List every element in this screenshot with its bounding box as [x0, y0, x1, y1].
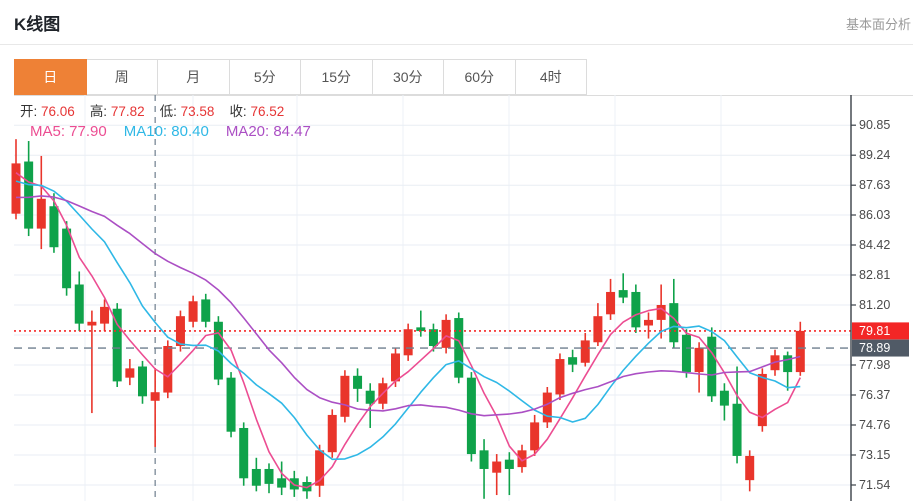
- tab-interval-3[interactable]: 5分: [229, 59, 301, 95]
- candle-body[interactable]: [644, 319, 653, 326]
- page-title: K线图: [14, 15, 61, 34]
- candle-body[interactable]: [454, 318, 464, 378]
- y-tick-label: 84.42: [859, 238, 890, 252]
- tab-interval-7[interactable]: 4时: [515, 59, 587, 95]
- candle-body[interactable]: [669, 303, 679, 343]
- header-divider: [0, 44, 913, 45]
- last-price-badge: [852, 322, 909, 340]
- candle-body[interactable]: [783, 355, 793, 373]
- y-tick-label: 71.54: [859, 478, 890, 492]
- candle-body[interactable]: [631, 291, 641, 328]
- candle-body[interactable]: [745, 455, 755, 481]
- crosshair-price-badge-label: 78.89: [859, 341, 890, 355]
- candle-body[interactable]: [289, 478, 299, 490]
- candle-body[interactable]: [479, 450, 489, 469]
- candle-body[interactable]: [251, 468, 261, 486]
- tab-interval-6[interactable]: 60分: [444, 59, 516, 95]
- candle-body[interactable]: [138, 366, 147, 397]
- candle-body[interactable]: [226, 377, 236, 432]
- tab-interval-4[interactable]: 15分: [301, 59, 373, 95]
- candle-body[interactable]: [757, 373, 767, 427]
- candle-body[interactable]: [466, 377, 476, 455]
- tab-interval-2[interactable]: 月: [158, 59, 230, 95]
- candle-body[interactable]: [201, 299, 211, 322]
- candle-body[interactable]: [732, 403, 742, 456]
- y-tick-label: 74.76: [859, 418, 890, 432]
- y-tick-label: 82.81: [859, 268, 890, 282]
- ma20-line: [15, 195, 801, 417]
- ma10-line: [15, 180, 801, 461]
- candle-body[interactable]: [530, 422, 540, 451]
- crosshair-price-badge: [852, 339, 909, 357]
- candle-body[interactable]: [125, 368, 135, 378]
- candle-body[interactable]: [327, 414, 337, 453]
- y-tick-label: 77.98: [859, 358, 890, 372]
- y-tick-label: 89.24: [859, 148, 890, 162]
- interval-tabs: 日周月 5分 15分 30分 60分 4时: [14, 59, 913, 96]
- candle-body[interactable]: [795, 330, 805, 373]
- candle-body[interactable]: [542, 392, 552, 423]
- candle-body[interactable]: [403, 329, 413, 356]
- kline-chart-area[interactable]: 90.85 89.24 87.63 86.03 84.42 82.81 81.20 77.98…: [0, 95, 913, 501]
- candle-body[interactable]: [441, 319, 451, 348]
- y-tick-label: 81.20: [859, 298, 890, 312]
- candle-body[interactable]: [277, 478, 287, 488]
- candle-body[interactable]: [163, 345, 173, 393]
- candle-body[interactable]: [74, 284, 84, 324]
- tab-interval-5[interactable]: 30分: [372, 59, 444, 95]
- tab-interval-0[interactable]: 日: [14, 59, 87, 95]
- y-tick-label: 87.63: [859, 178, 890, 192]
- candle-body[interactable]: [188, 301, 198, 322]
- y-tick-label: 76.37: [859, 388, 890, 402]
- candle-body[interactable]: [416, 327, 426, 332]
- candlestick-chart[interactable]: 90.85 89.24 87.63 86.03 84.42 82.81 81.20 77.98…: [0, 95, 913, 501]
- y-tick-label: 73.15: [859, 448, 890, 462]
- candle-body[interactable]: [62, 228, 72, 289]
- candle-body[interactable]: [517, 450, 527, 468]
- candle-body[interactable]: [36, 198, 46, 229]
- candle-body[interactable]: [580, 340, 590, 363]
- header: K线图 基本面分析: [0, 0, 913, 44]
- candle-body[interactable]: [112, 308, 122, 382]
- y-tick-label: 86.03: [859, 208, 890, 222]
- candle-body[interactable]: [504, 459, 514, 469]
- candle-body[interactable]: [353, 375, 363, 389]
- fundamental-analysis-link[interactable]: 基本面分析: [845, 17, 911, 32]
- candle-body[interactable]: [24, 161, 34, 229]
- ma5-line: [15, 172, 802, 489]
- candle-body[interactable]: [492, 461, 502, 473]
- last-price-badge-label: 79.81: [859, 324, 890, 338]
- candle-body[interactable]: [365, 390, 375, 404]
- candle-body[interactable]: [150, 392, 160, 401]
- tab-interval-1[interactable]: 周: [86, 59, 158, 95]
- candle-body[interactable]: [315, 450, 325, 486]
- candles: [11, 139, 805, 499]
- candle-body[interactable]: [87, 321, 97, 326]
- candle-body[interactable]: [606, 291, 616, 315]
- candle-body[interactable]: [568, 357, 578, 365]
- candle-body[interactable]: [618, 290, 628, 298]
- candle-body[interactable]: [694, 347, 704, 373]
- candle-body[interactable]: [656, 305, 666, 320]
- candle-body[interactable]: [239, 427, 249, 479]
- candle-body[interactable]: [340, 375, 350, 417]
- candle-body[interactable]: [593, 316, 603, 343]
- candle-body[interactable]: [555, 359, 565, 395]
- candle-body[interactable]: [391, 353, 400, 382]
- candle-body[interactable]: [707, 336, 717, 397]
- candle-body[interactable]: [49, 206, 59, 248]
- y-tick-label: 90.85: [859, 118, 890, 132]
- candle-body[interactable]: [264, 468, 274, 484]
- candle-body[interactable]: [100, 306, 110, 324]
- candle-body[interactable]: [681, 334, 691, 373]
- candle-body[interactable]: [719, 390, 729, 406]
- candle-body[interactable]: [11, 163, 21, 214]
- candle-body[interactable]: [428, 329, 438, 346]
